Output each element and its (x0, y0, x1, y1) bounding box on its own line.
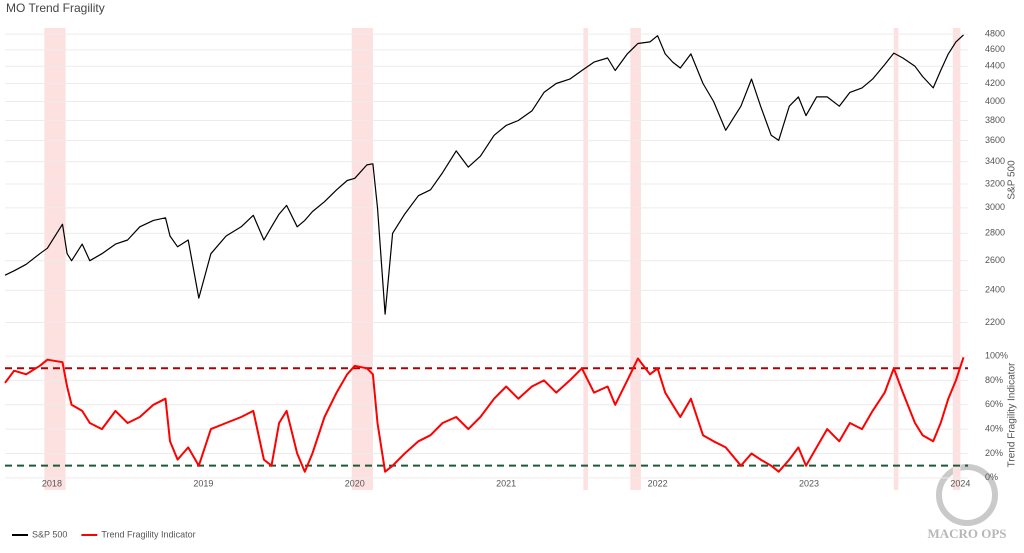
y-tick-label: 4600 (985, 44, 1005, 54)
y-tick-label: 3600 (985, 135, 1005, 145)
logo-text: MACRO OPS (927, 526, 1006, 541)
x-tick-label: 2018 (42, 478, 62, 488)
y-tick-label: 2600 (985, 255, 1005, 265)
x-tick-label: 2020 (345, 478, 365, 488)
logo: MACRO OPS (927, 464, 1007, 541)
y-tick-label: 2400 (985, 285, 1005, 295)
y2-tick-label: 100% (985, 350, 1008, 360)
y-axis-title: S&P 500 (1007, 160, 1018, 200)
x-tick-label: 2024 (950, 478, 970, 488)
shaded-period (630, 28, 641, 490)
shaded-period (893, 28, 899, 490)
y-tick-label: 4200 (985, 78, 1005, 88)
y-tick-label: 4400 (985, 61, 1005, 71)
y-tick-label: 3400 (985, 156, 1005, 166)
y2-axis-title: Trend Fragility Indicator (1007, 362, 1018, 467)
y2-tick-label: 20% (985, 448, 1003, 458)
y2-tick-label: 0% (985, 472, 998, 482)
series-line (4, 34, 964, 315)
shaded-period (583, 28, 588, 490)
y-tick-label: 3200 (985, 178, 1005, 188)
y-tick-label: 3000 (985, 202, 1005, 212)
y2-tick-label: 80% (985, 375, 1003, 385)
shaded-period (351, 28, 373, 490)
y-tick-label: 4000 (985, 96, 1005, 106)
x-tick-label: 2022 (648, 478, 668, 488)
x-tick-label: 2021 (496, 478, 516, 488)
shaded-period (952, 28, 961, 490)
y-tick-label: 2800 (985, 228, 1005, 238)
background-layer (5, 28, 968, 490)
x-tick-label: 2019 (193, 478, 213, 488)
shaded-period (44, 28, 66, 490)
chart-title: MO Trend Fragility (6, 1, 105, 15)
legend-label: S&P 500 (32, 529, 67, 539)
logo-ring (936, 464, 998, 526)
y-tick-label: 4800 (985, 28, 1005, 38)
x-tick-label: 2023 (799, 478, 819, 488)
legend-label: Trend Fragility Indicator (101, 529, 195, 539)
y2-tick-label: 40% (985, 424, 1003, 434)
y-tick-label: 2200 (985, 317, 1005, 327)
series-line (4, 356, 965, 473)
y-tick-label: 3800 (985, 115, 1005, 125)
y2-tick-label: 60% (985, 399, 1003, 409)
